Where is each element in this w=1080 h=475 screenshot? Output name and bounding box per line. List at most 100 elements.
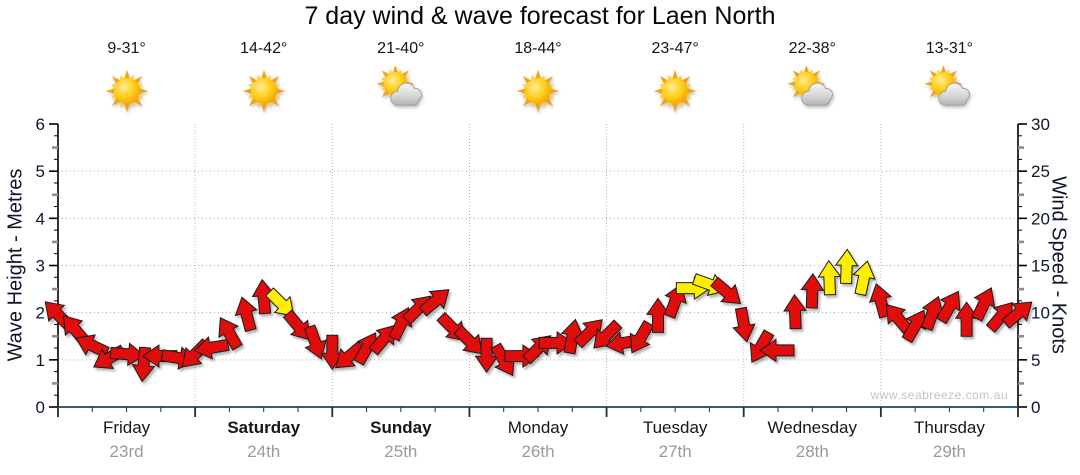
sun-cloud-icon-wrap <box>924 64 974 116</box>
wind-arrow <box>303 324 327 360</box>
wind-arrow <box>817 259 842 296</box>
sun-disc <box>113 77 140 105</box>
wind-arrow <box>573 319 603 349</box>
day-label: Thursday <box>913 418 985 437</box>
wind-arrow <box>759 338 795 363</box>
cloud <box>801 82 834 106</box>
wind-arrow <box>251 278 276 315</box>
day-label: Monday <box>507 418 569 437</box>
right-tick-label: 0 <box>1031 398 1040 417</box>
sun-icon-wrap <box>239 66 289 116</box>
cloud <box>938 82 971 106</box>
temp-range: 9-31° <box>107 40 146 57</box>
wind-arrow <box>193 336 230 360</box>
sun-icon-wrap <box>102 66 152 116</box>
temp-range: 18-44° <box>514 40 562 57</box>
watermark: www.seabreeze.com.au <box>870 388 1008 402</box>
right-tick-label: 30 <box>1031 115 1050 134</box>
date-label: 25th <box>384 442 418 461</box>
sun <box>516 69 560 113</box>
day-label: Wednesday <box>767 418 858 437</box>
axis-ticks <box>49 123 1027 417</box>
wind-arrow <box>109 342 146 367</box>
sun-disc <box>250 77 277 105</box>
sun-cloud-icon-wrap <box>376 64 426 116</box>
sun-icon <box>653 69 697 113</box>
left-tick-label: 6 <box>36 115 45 134</box>
right-axis-title: Wind Speed - Knots <box>1047 176 1070 354</box>
sun-cloud-icon <box>924 64 971 106</box>
date-label: 23rd <box>109 442 144 461</box>
sun <box>242 69 286 113</box>
day-label: Saturday <box>227 418 301 437</box>
sun-icon <box>516 69 560 113</box>
wind-arrow <box>474 337 499 374</box>
left-tick-label: 5 <box>36 162 45 181</box>
wind-arrow <box>264 287 295 317</box>
sun-cloud-icon-wrap <box>787 64 837 116</box>
wind-arrow <box>732 306 756 343</box>
right-tick-label: 15 <box>1031 257 1050 276</box>
wind-arrow <box>629 319 655 354</box>
day-label: Friday <box>102 418 151 437</box>
page-title: 7 day wind & wave forecast for Laen Nort… <box>304 2 776 30</box>
wind-arrow <box>834 248 859 285</box>
right-tick-label: 20 <box>1031 209 1050 228</box>
wind-arrow <box>783 293 807 330</box>
right-tick-label: 25 <box>1031 162 1050 181</box>
wind-arrow <box>334 340 366 369</box>
wind-arrow <box>646 297 670 333</box>
wind-arrow <box>921 295 945 332</box>
wind-arrow <box>418 289 450 317</box>
sun-disc <box>524 77 552 105</box>
temp-range: 13-31° <box>925 40 974 57</box>
wind-arrow <box>935 290 961 325</box>
wind-arrow <box>800 273 825 309</box>
date-label: 26th <box>521 442 555 461</box>
temp-range: 14-42° <box>240 40 288 57</box>
sun-icon-wrap <box>513 66 563 116</box>
wind-arrow <box>954 301 979 337</box>
day-label: Sunday <box>370 418 432 437</box>
left-tick-label: 4 <box>36 209 45 228</box>
wind-arrow <box>971 287 996 322</box>
left-axis-title: Wave Height - Metres <box>4 168 27 362</box>
sun-icon <box>105 69 148 113</box>
wind-arrow <box>234 296 258 333</box>
sun-cloud-icon <box>787 64 834 106</box>
right-tick-label: 10 <box>1031 304 1050 323</box>
wind-arrow <box>453 325 483 355</box>
sun-disc <box>662 77 689 105</box>
temp-range: 23-47° <box>651 40 699 57</box>
sun-cloud-icon <box>376 64 422 106</box>
axis-tick-labels: 0 1 2 3 4 5 6 0 5 10 15 20 25 30 <box>36 115 1050 417</box>
sun-icon <box>242 69 286 113</box>
wind-arrow <box>218 317 243 351</box>
wind-arrow <box>560 318 585 355</box>
date-label: 28th <box>795 442 829 461</box>
wind-arrow <box>1001 301 1033 329</box>
date-label: 27th <box>658 442 692 461</box>
wind-arrow <box>710 276 742 305</box>
right-tick-label: 5 <box>1031 351 1040 370</box>
cloud <box>390 82 422 106</box>
wind-arrow <box>593 319 623 349</box>
sun-icon-wrap <box>650 66 700 116</box>
day-label: Tuesday <box>642 418 708 437</box>
left-tick-label: 3 <box>36 257 45 276</box>
temp-range: 21-40° <box>377 40 425 57</box>
temp-range: 22-38° <box>788 40 836 57</box>
left-tick-label: 1 <box>36 351 45 370</box>
sun <box>653 69 697 113</box>
left-tick-label: 0 <box>36 398 45 417</box>
wind-arrow-series <box>44 248 1033 383</box>
sun <box>105 69 148 113</box>
date-label: 24th <box>247 442 281 461</box>
wind-arrow <box>852 260 876 297</box>
wind-arrow <box>282 309 311 341</box>
gridlines <box>58 124 1018 407</box>
left-tick-label: 2 <box>36 304 45 323</box>
date-label: 29th <box>932 442 966 461</box>
